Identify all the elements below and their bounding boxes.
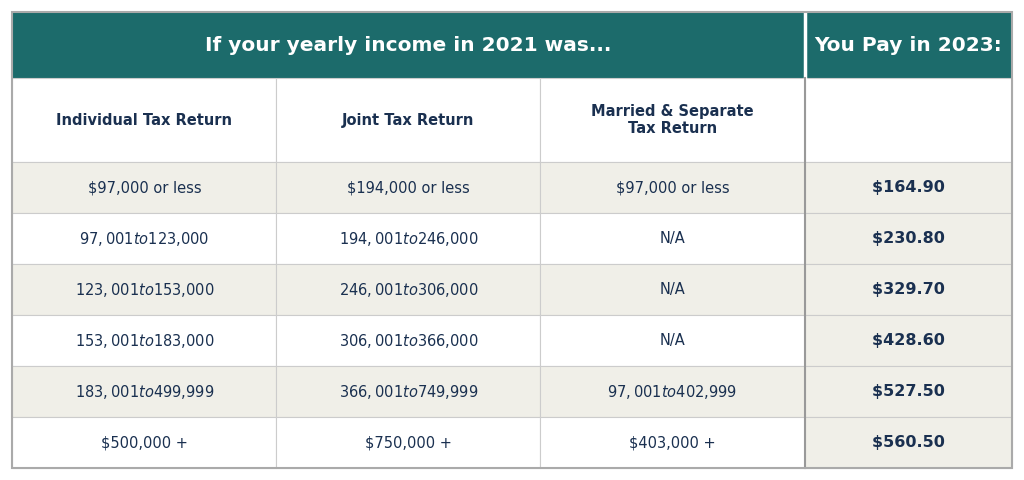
- Bar: [541, 162, 805, 213]
- Bar: [541, 264, 805, 315]
- Bar: [12, 264, 276, 315]
- Text: ​$527.50: ​$527.50: [871, 384, 944, 399]
- Text: ​$183,001 to ​$499,999: ​$183,001 to ​$499,999: [75, 383, 214, 401]
- Text: N/A: N/A: [659, 282, 685, 297]
- Bar: [541, 417, 805, 468]
- Bar: [541, 315, 805, 366]
- Bar: [276, 417, 541, 468]
- Bar: [805, 78, 1012, 162]
- Bar: [805, 213, 1012, 264]
- Bar: [12, 213, 276, 264]
- Text: ​$97,001 to ​$123,000: ​$97,001 to ​$123,000: [79, 230, 210, 248]
- Text: ​$164.90: ​$164.90: [871, 180, 944, 195]
- Text: ​$560.50: ​$560.50: [871, 435, 944, 450]
- Text: ​$153,001 to ​$183,000: ​$153,001 to ​$183,000: [75, 332, 214, 349]
- Text: ​$750,000 +: ​$750,000 +: [365, 435, 452, 450]
- Bar: [12, 162, 276, 213]
- Text: You Pay in 2023:: You Pay in 2023:: [814, 36, 1002, 55]
- Bar: [805, 315, 1012, 366]
- Text: ​$428.60: ​$428.60: [871, 333, 944, 348]
- Text: ​$97,000 or less: ​$97,000 or less: [615, 180, 729, 195]
- Text: ​$329.70: ​$329.70: [871, 282, 944, 297]
- Bar: [276, 315, 541, 366]
- Bar: [276, 78, 541, 162]
- Text: Individual Tax Return: Individual Tax Return: [56, 113, 232, 128]
- Text: If your yearly income in 2021 was...: If your yearly income in 2021 was...: [205, 36, 611, 55]
- Bar: [276, 213, 541, 264]
- Bar: [276, 162, 541, 213]
- Bar: [12, 366, 276, 417]
- Bar: [541, 366, 805, 417]
- Bar: [276, 264, 541, 315]
- Bar: [12, 315, 276, 366]
- Bar: [541, 213, 805, 264]
- Bar: [805, 417, 1012, 468]
- Text: ​$194,001 to ​$246,000: ​$194,001 to ​$246,000: [339, 230, 478, 248]
- Text: ​$230.80: ​$230.80: [871, 231, 944, 246]
- Bar: [12, 417, 276, 468]
- Text: ​$97,000 or less: ​$97,000 or less: [87, 180, 201, 195]
- Text: ​$97,001 to ​$402,999: ​$97,001 to ​$402,999: [607, 383, 737, 401]
- Text: ​$123,001 to ​$153,000: ​$123,001 to ​$153,000: [75, 281, 214, 299]
- Text: Joint Tax Return: Joint Tax Return: [342, 113, 474, 128]
- Bar: [805, 366, 1012, 417]
- Text: ​$403,000 +: ​$403,000 +: [629, 435, 716, 450]
- Text: ​$246,001 to ​$306,000: ​$246,001 to ​$306,000: [339, 281, 478, 299]
- Bar: [12, 78, 276, 162]
- Bar: [12, 12, 805, 78]
- Bar: [276, 366, 541, 417]
- Text: N/A: N/A: [659, 333, 685, 348]
- Text: ​$366,001 to ​$749,999: ​$366,001 to ​$749,999: [339, 383, 478, 401]
- Bar: [541, 78, 805, 162]
- Text: Married & Separate
Tax Return: Married & Separate Tax Return: [591, 104, 754, 136]
- Text: ​$500,000 +: ​$500,000 +: [101, 435, 187, 450]
- Bar: [805, 264, 1012, 315]
- Text: ​$306,001 to ​$366,000: ​$306,001 to ​$366,000: [339, 332, 478, 349]
- Bar: [805, 162, 1012, 213]
- Bar: [805, 12, 1012, 78]
- Text: N/A: N/A: [659, 231, 685, 246]
- Text: ​$194,000 or less: ​$194,000 or less: [347, 180, 470, 195]
